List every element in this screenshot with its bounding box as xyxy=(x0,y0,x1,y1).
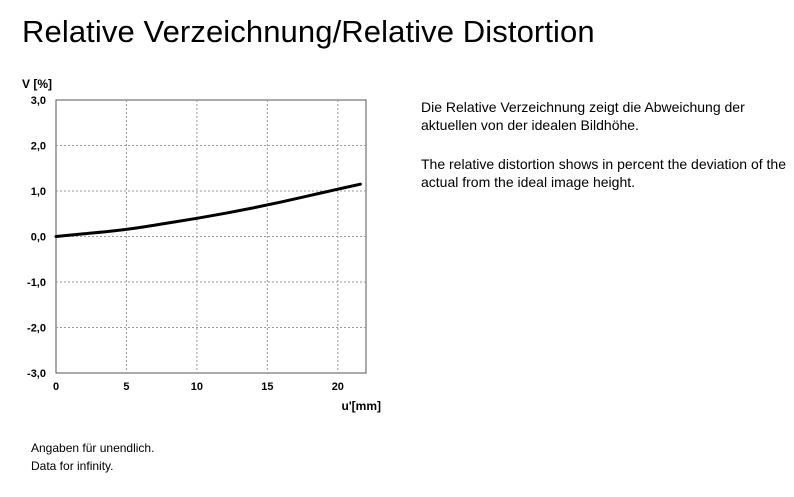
description-english: The relative distortion shows in percent… xyxy=(421,156,786,190)
y-tick-label: -3,0 xyxy=(27,368,46,380)
x-tick-label: 0 xyxy=(53,381,59,393)
footnote-english: Data for infinity. xyxy=(31,459,114,473)
x-tick-label: 10 xyxy=(191,381,203,393)
x-tick-label: 15 xyxy=(261,381,273,393)
y-axis-title: V [%] xyxy=(22,77,52,91)
grid xyxy=(56,100,366,373)
y-tick-label: 0,0 xyxy=(31,232,46,244)
y-tick-label: -1,0 xyxy=(27,277,46,289)
y-tick-label: -2,0 xyxy=(27,323,46,335)
series-layer xyxy=(54,182,362,238)
x-axis-title: u'[mm] xyxy=(341,399,381,413)
y-tick-label: 2,0 xyxy=(31,141,46,153)
footnote-german: Angaben für unendlich. xyxy=(31,441,155,455)
page-title: Relative Verzeichnung/Relative Distortio… xyxy=(22,14,595,49)
description-german: Die Relative Verzeichnung zeigt die Abwe… xyxy=(421,99,745,133)
distortion-series-line xyxy=(54,182,362,238)
plot-area xyxy=(55,99,367,374)
x-tick-label: 20 xyxy=(332,381,344,393)
y-tick-label: 1,0 xyxy=(31,186,46,198)
axis-ticks: 0 5 10 15 20 3,0 2,0 1,0 0,0 -1,0 -2,0 -3,0 xyxy=(27,95,344,393)
y-tick-label: 3,0 xyxy=(31,95,46,107)
x-tick-label: 5 xyxy=(123,381,129,393)
